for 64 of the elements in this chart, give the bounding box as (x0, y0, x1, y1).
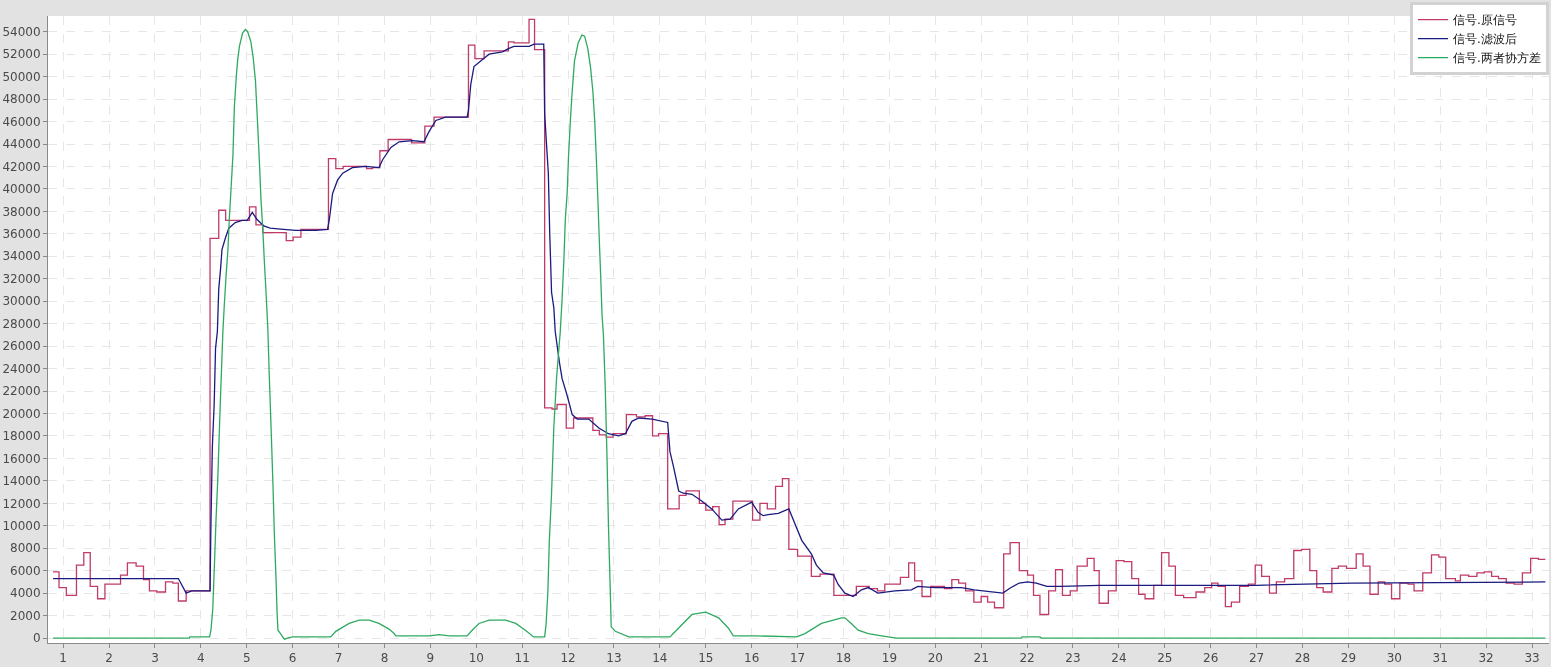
legend-label: 信号.原信号 (1453, 13, 1517, 28)
x-tick-label: 29 (1340, 651, 1357, 666)
legend-label: 信号.滤波后 (1453, 32, 1517, 47)
x-tick-label: 14 (652, 651, 668, 666)
x-tick-label: 4 (197, 651, 205, 666)
y-tick-label: 16000 (2, 451, 41, 466)
x-tick-label: 3 (151, 651, 159, 666)
y-tick-label: 32000 (2, 271, 41, 286)
y-tick-label: 34000 (2, 249, 41, 264)
y-tick-label: 30000 (2, 294, 41, 309)
x-tick-label: 21 (973, 651, 989, 666)
y-tick-label: 6000 (10, 563, 41, 578)
y-tick-label: 0 (32, 631, 41, 646)
x-tick-label: 10 (468, 651, 484, 666)
y-tick-label: 2000 (10, 608, 41, 623)
x-tick-label: 31 (1432, 651, 1448, 666)
y-tick-label: 8000 (10, 541, 41, 556)
x-tick-label: 33 (1524, 651, 1540, 666)
y-tick-label: 48000 (2, 92, 41, 107)
x-tick-label: 27 (1248, 651, 1265, 666)
x-tick-label: 6 (288, 651, 297, 666)
y-tick-label: 54000 (2, 24, 41, 39)
x-tick-label: 8 (380, 651, 389, 666)
y-tick-label: 46000 (2, 114, 41, 129)
y-tick-label: 36000 (2, 227, 41, 242)
y-tick-label: 24000 (2, 361, 41, 376)
y-tick-label: 14000 (2, 474, 41, 489)
y-tick-label: 42000 (2, 159, 41, 174)
x-tick-label: 23 (1065, 651, 1081, 666)
x-tick-label: 22 (1019, 651, 1035, 666)
x-tick-label: 12 (560, 651, 576, 666)
y-tick-label: 44000 (2, 137, 41, 152)
x-tick-label: 13 (606, 651, 622, 666)
x-tick-label: 30 (1386, 651, 1402, 666)
y-tick-label: 10000 (2, 518, 41, 533)
x-tick-label: 32 (1478, 651, 1494, 666)
x-tick-label: 5 (242, 651, 251, 666)
legend-label: 信号.两者协方差 (1453, 51, 1541, 66)
x-tick-label: 16 (744, 651, 760, 666)
y-tick-label: 28000 (2, 316, 41, 331)
y-tick-label: 18000 (2, 429, 41, 444)
x-tick-label: 20 (927, 651, 943, 666)
y-tick-label: 40000 (2, 182, 41, 197)
x-tick-label: 17 (789, 651, 806, 666)
x-tick-label: 28 (1294, 651, 1311, 666)
x-tick-label: 18 (835, 651, 852, 666)
y-tick-label: 12000 (2, 496, 41, 511)
y-tick-label: 50000 (2, 69, 41, 84)
x-tick-label: 24 (1111, 651, 1127, 666)
x-tick-label: 19 (881, 651, 898, 666)
x-tick-label: 26 (1203, 651, 1219, 666)
x-tick-label: 15 (698, 651, 714, 666)
y-tick-label: 26000 (2, 339, 41, 354)
x-tick-label: 1 (59, 651, 67, 666)
y-tick-label: 4000 (10, 586, 41, 601)
y-tick-label: 20000 (2, 406, 41, 421)
x-tick-label: 7 (334, 651, 343, 666)
y-tick-label: 52000 (2, 47, 41, 62)
x-tick-label: 9 (426, 651, 435, 666)
y-tick-label: 22000 (2, 384, 41, 399)
x-tick-label: 11 (514, 651, 530, 666)
y-tick-label: 38000 (2, 204, 41, 219)
x-tick-label: 25 (1157, 651, 1173, 666)
x-tick-label: 2 (105, 651, 113, 666)
